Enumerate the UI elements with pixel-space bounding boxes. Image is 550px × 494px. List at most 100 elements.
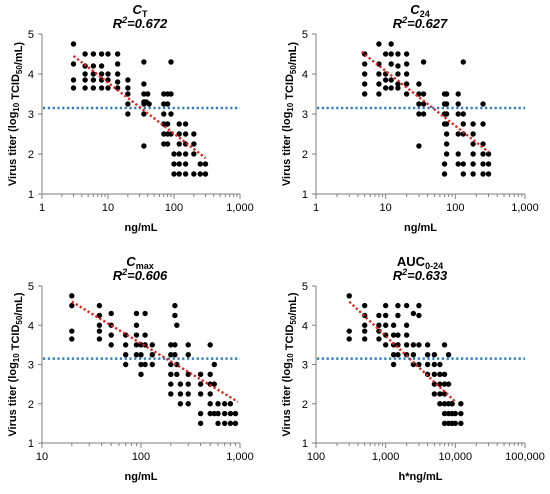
data-point: [70, 41, 77, 47]
data-point: [420, 91, 427, 97]
data-point: [141, 91, 147, 97]
data-point: [382, 342, 389, 348]
data-point: [185, 351, 191, 358]
data-point: [125, 85, 131, 91]
data-point: [207, 391, 213, 397]
x-axis-label: ng/mL: [125, 471, 158, 483]
data-point: [122, 342, 129, 348]
data-point: [441, 381, 448, 387]
data-point: [182, 151, 189, 157]
data-point: [168, 342, 174, 348]
chart-title: C24: [410, 2, 429, 19]
data-point: [443, 111, 450, 117]
data-point: [403, 61, 410, 67]
data-point: [441, 171, 448, 177]
data-point: [176, 131, 182, 137]
data-point: [390, 332, 397, 338]
data-point: [164, 141, 171, 147]
data-point: [221, 410, 228, 417]
y-tick-label: 3: [302, 360, 308, 372]
data-point: [114, 61, 121, 67]
data-point: [177, 381, 184, 387]
data-point: [197, 410, 204, 417]
data-point: [133, 322, 140, 328]
data-point: [161, 101, 167, 107]
data-point: [403, 81, 410, 87]
data-point: [376, 81, 382, 87]
x-tick-label: 1,000: [372, 451, 400, 463]
data-point: [172, 312, 178, 319]
data-point: [215, 401, 221, 407]
data-point: [142, 361, 148, 368]
data-point: [376, 336, 382, 342]
data-point: [424, 351, 431, 358]
data-point: [388, 41, 394, 47]
y-tick-label: 1: [28, 189, 34, 201]
data-point: [455, 101, 461, 107]
x-axis-label: h*ng/mL: [399, 471, 443, 483]
y-tick-label: 4: [302, 69, 308, 81]
data-point: [388, 85, 394, 91]
y-tick-label: 5: [302, 281, 308, 293]
data-point: [133, 310, 140, 317]
data-point: [441, 161, 448, 167]
data-point: [458, 401, 464, 407]
x-tick-label: 10: [36, 451, 48, 463]
data-point: [395, 81, 401, 87]
y-tick-label: 3: [28, 360, 34, 372]
data-point: [161, 131, 167, 137]
x-axis-label: ng/mL: [125, 222, 158, 234]
data-point: [133, 351, 140, 358]
data-point: [211, 410, 217, 417]
data-point: [90, 85, 97, 91]
data-point: [485, 161, 492, 167]
data-point: [161, 91, 167, 97]
data-point: [82, 77, 88, 83]
data-point: [382, 85, 389, 91]
data-point: [470, 121, 476, 127]
data-point: [215, 420, 221, 427]
data-point: [437, 371, 443, 378]
data-point: [424, 342, 431, 348]
data-point: [395, 302, 401, 309]
y-tick-label: 2: [28, 149, 34, 161]
data-point: [133, 332, 140, 338]
x-tick-label: 1,000: [226, 202, 254, 214]
data-point: [388, 51, 394, 57]
data-point: [174, 322, 180, 328]
data-point: [376, 312, 382, 319]
data-point: [361, 71, 368, 77]
data-point: [227, 420, 234, 427]
data-point: [361, 328, 368, 334]
data-point: [149, 342, 155, 348]
data-point: [168, 59, 174, 65]
data-point: [211, 361, 217, 368]
data-point: [232, 420, 239, 427]
data-point: [168, 111, 174, 117]
data-point: [221, 401, 228, 407]
data-point: [168, 391, 174, 397]
r-squared-label: R2=0.633: [393, 267, 448, 283]
data-point: [125, 91, 131, 97]
trend-line: [71, 300, 239, 403]
data-point: [122, 361, 129, 368]
data-point: [142, 310, 148, 317]
data-point: [168, 361, 174, 368]
x-tick-label: 1,000: [226, 451, 254, 463]
data-point: [403, 51, 410, 57]
data-point: [161, 121, 167, 127]
data-point: [395, 332, 401, 338]
data-point: [191, 131, 197, 137]
data-point: [108, 332, 114, 338]
data-point: [164, 101, 171, 107]
data-point: [96, 328, 103, 334]
x-tick-label: 1,000: [511, 202, 539, 214]
data-point: [458, 420, 464, 427]
x-tick-label: 1: [313, 202, 319, 214]
y-axis-label: Virus titer (log10 TCID50/mL): [281, 292, 299, 436]
data-point: [410, 361, 417, 368]
data-point: [125, 111, 131, 117]
